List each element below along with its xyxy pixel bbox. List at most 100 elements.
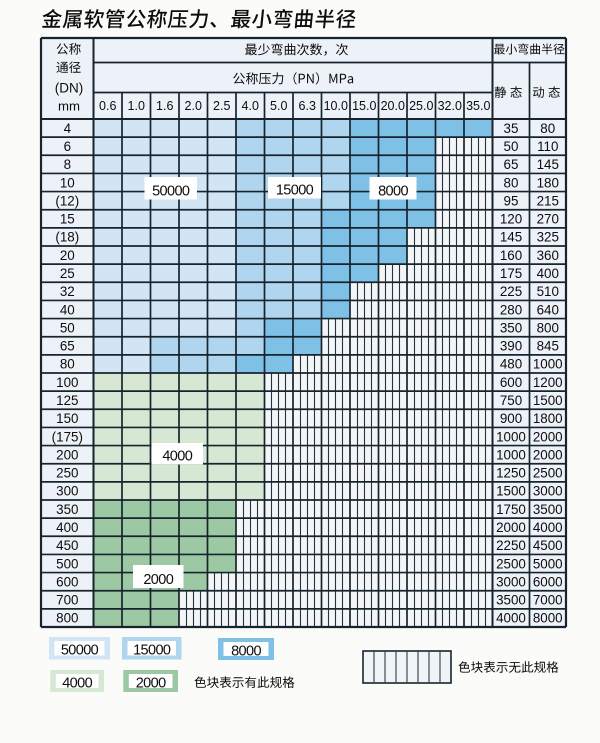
svg-text:2000: 2000 <box>136 675 166 691</box>
svg-text:250: 250 <box>56 466 78 481</box>
svg-text:2.5: 2.5 <box>213 99 230 113</box>
svg-text:400: 400 <box>56 520 78 535</box>
svg-text:10.0: 10.0 <box>324 99 348 113</box>
svg-text:3500: 3500 <box>496 593 526 608</box>
svg-text:65: 65 <box>60 339 75 354</box>
svg-text:2.0: 2.0 <box>185 99 202 113</box>
svg-text:600: 600 <box>56 574 78 589</box>
svg-text:100: 100 <box>56 375 78 390</box>
svg-text:500: 500 <box>56 556 78 571</box>
svg-text:95: 95 <box>504 193 519 208</box>
svg-text:40: 40 <box>60 302 75 317</box>
svg-text:4500: 4500 <box>533 538 563 553</box>
svg-text:4000: 4000 <box>533 520 563 535</box>
svg-text:360: 360 <box>537 248 559 263</box>
svg-text:8000: 8000 <box>533 611 563 626</box>
svg-text:1250: 1250 <box>496 466 526 481</box>
svg-text:350: 350 <box>500 320 522 335</box>
svg-text:8000: 8000 <box>231 643 261 659</box>
svg-text:7000: 7000 <box>533 593 563 608</box>
svg-text:3000: 3000 <box>533 484 563 499</box>
svg-text:1.6: 1.6 <box>156 99 173 113</box>
svg-text:35.0: 35.0 <box>466 99 490 113</box>
svg-text:225: 225 <box>500 284 522 299</box>
svg-text:1750: 1750 <box>496 502 526 517</box>
svg-text:180: 180 <box>537 175 559 190</box>
svg-text:50000: 50000 <box>152 184 190 200</box>
svg-text:(175): (175) <box>52 429 83 444</box>
svg-text:1.0: 1.0 <box>128 99 145 113</box>
svg-text:(12): (12) <box>55 193 79 208</box>
svg-text:400: 400 <box>537 266 559 281</box>
svg-text:4.0: 4.0 <box>242 99 259 113</box>
svg-text:280: 280 <box>500 302 522 317</box>
svg-text:845: 845 <box>537 339 559 354</box>
svg-text:50: 50 <box>60 320 75 335</box>
svg-text:1200: 1200 <box>533 375 563 390</box>
svg-text:(18): (18) <box>55 230 79 245</box>
svg-text:2500: 2500 <box>496 556 526 571</box>
svg-text:6: 6 <box>64 139 71 154</box>
svg-text:2000: 2000 <box>496 520 526 535</box>
svg-text:510: 510 <box>537 284 559 299</box>
svg-text:4000: 4000 <box>496 611 526 626</box>
svg-text:80: 80 <box>504 175 519 190</box>
svg-text:20.0: 20.0 <box>381 99 405 113</box>
svg-text:1800: 1800 <box>533 411 563 426</box>
svg-text:175: 175 <box>500 266 522 281</box>
svg-text:200: 200 <box>56 447 78 462</box>
svg-text:32.0: 32.0 <box>438 99 462 113</box>
svg-text:1500: 1500 <box>496 484 526 499</box>
svg-text:2000: 2000 <box>143 572 173 588</box>
svg-text:160: 160 <box>500 248 522 263</box>
svg-text:120: 120 <box>500 212 522 227</box>
svg-text:700: 700 <box>56 593 78 608</box>
svg-text:20: 20 <box>60 248 75 263</box>
svg-text:15000: 15000 <box>276 183 314 199</box>
svg-text:215: 215 <box>537 193 559 208</box>
svg-text:15: 15 <box>60 212 75 227</box>
svg-text:270: 270 <box>537 212 559 227</box>
svg-text:80: 80 <box>540 121 555 136</box>
svg-text:325: 325 <box>537 230 559 245</box>
svg-text:25: 25 <box>60 266 75 281</box>
svg-text:480: 480 <box>500 357 522 372</box>
svg-text:0.6: 0.6 <box>99 99 116 113</box>
svg-text:4: 4 <box>64 121 72 136</box>
svg-text:350: 350 <box>56 502 78 517</box>
svg-text:5.0: 5.0 <box>270 99 287 113</box>
svg-text:450: 450 <box>56 538 78 553</box>
svg-text:3000: 3000 <box>496 574 526 589</box>
svg-text:3500: 3500 <box>533 502 563 517</box>
svg-text:6.3: 6.3 <box>299 99 316 113</box>
svg-text:1000: 1000 <box>533 357 563 372</box>
svg-text:640: 640 <box>537 302 559 317</box>
svg-text:8000: 8000 <box>378 184 408 200</box>
svg-text:2250: 2250 <box>496 538 526 553</box>
svg-text:1000: 1000 <box>496 447 526 462</box>
svg-text:900: 900 <box>500 411 522 426</box>
svg-text:50000: 50000 <box>61 643 99 659</box>
svg-text:(DN): (DN) <box>55 81 84 96</box>
svg-text:2500: 2500 <box>533 466 563 481</box>
svg-text:2000: 2000 <box>533 447 563 462</box>
svg-text:110: 110 <box>537 139 558 154</box>
svg-text:150: 150 <box>56 411 78 426</box>
svg-text:80: 80 <box>60 357 75 372</box>
svg-text:15.0: 15.0 <box>352 99 376 113</box>
svg-text:125: 125 <box>56 393 78 408</box>
svg-text:25.0: 25.0 <box>409 99 433 113</box>
svg-text:1000: 1000 <box>496 429 526 444</box>
svg-text:800: 800 <box>537 320 559 335</box>
svg-text:5000: 5000 <box>533 556 563 571</box>
svg-text:65: 65 <box>504 157 519 172</box>
svg-text:mm: mm <box>58 99 80 114</box>
svg-text:145: 145 <box>500 230 522 245</box>
svg-text:2000: 2000 <box>533 429 563 444</box>
svg-text:750: 750 <box>500 393 522 408</box>
svg-text:6000: 6000 <box>533 574 563 589</box>
svg-text:10: 10 <box>60 175 75 190</box>
svg-text:8: 8 <box>64 157 71 172</box>
svg-text:32: 32 <box>60 284 75 299</box>
svg-text:800: 800 <box>56 611 78 626</box>
